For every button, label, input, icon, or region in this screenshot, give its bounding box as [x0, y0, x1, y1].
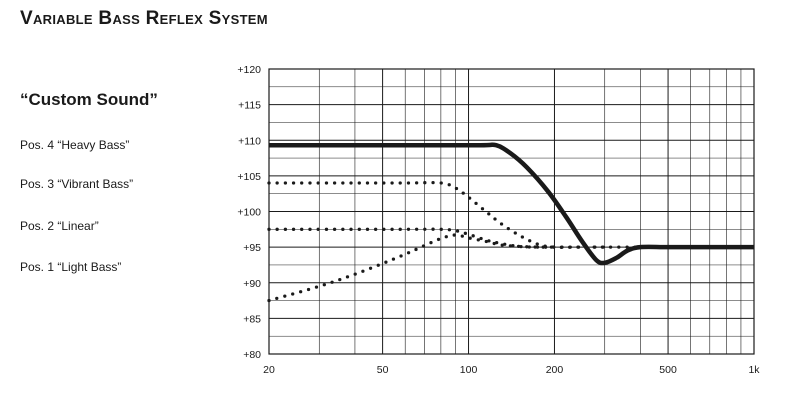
x-tick-label: 50: [377, 364, 389, 376]
legend-item-pos2: Pos. 2 “Linear”: [20, 219, 99, 233]
series-line-heavy-bass: [269, 142, 754, 266]
chart-subtitle: “Custom Sound”: [20, 90, 158, 109]
x-tick-label: 200: [546, 364, 564, 376]
y-tick-label: +100: [237, 207, 261, 219]
x-tick-label: 500: [659, 364, 677, 376]
legend-item-pos1: Pos. 1 “Light Bass”: [20, 260, 122, 274]
series-line-linear: [267, 227, 607, 249]
y-tick-label: +90: [243, 278, 261, 290]
chart-title: Variable Bass Reflex System: [20, 8, 268, 29]
y-tick-label: +105: [237, 171, 261, 183]
y-tick-label: +95: [243, 242, 261, 254]
x-tick-label: 20: [263, 364, 275, 376]
y-tick-label: +120: [237, 64, 261, 76]
y-tick-label: +80: [243, 349, 261, 361]
series-line-vibrant-bass: [267, 180, 643, 249]
legend-item-pos4: Pos. 4 “Heavy Bass”: [20, 138, 130, 152]
series-line-light-bass: [267, 233, 557, 303]
x-tick-label: 1k: [748, 364, 760, 376]
y-tick-label: +110: [238, 135, 261, 147]
plot-frame: [268, 68, 755, 355]
x-tick-label: 100: [460, 364, 478, 376]
y-tick-label: +115: [238, 100, 261, 112]
legend-item-pos3: Pos. 3 “Vibrant Bass”: [20, 177, 134, 191]
y-tick-label: +85: [243, 313, 261, 325]
